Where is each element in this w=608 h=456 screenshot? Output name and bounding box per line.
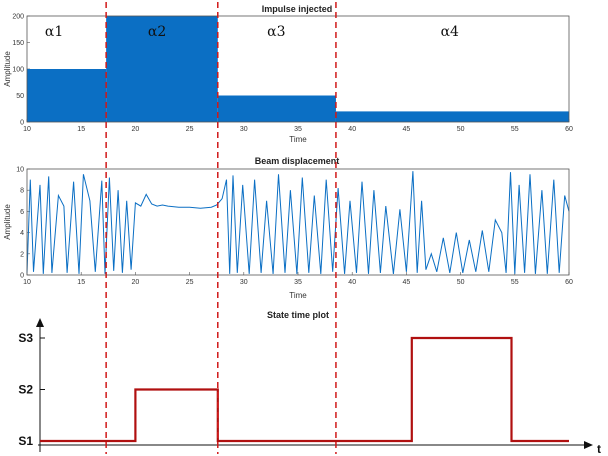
beam-ytick-label: 4 <box>20 230 24 237</box>
phase-boundaries <box>105 2 337 454</box>
beam-xtick-label: 50 <box>457 279 465 286</box>
impulse-frame <box>26 15 570 123</box>
impulse-xtick-label: 20 <box>132 126 140 133</box>
beam-xtick-label: 20 <box>132 279 140 286</box>
state-series-line <box>40 336 569 443</box>
beam-xtick-label: 30 <box>240 279 248 286</box>
impulse-xtick-label: 25 <box>186 126 194 133</box>
beam-xtick-label: 25 <box>186 279 194 286</box>
state-x-arrow <box>584 441 593 449</box>
state-ytick-label: S3 <box>18 331 33 345</box>
beam-ticks: 10 15 20 25 30 35 40 45 50 55 60 0 2 4 6 8 10 <box>16 167 573 287</box>
impulse-ytick-label: 100 <box>12 67 24 74</box>
beam-title: Beam displacement <box>255 156 340 166</box>
state-ytick-label: S1 <box>18 434 33 448</box>
impulse-xtick-label: 10 <box>23 126 31 133</box>
region-label: α3 <box>267 24 285 40</box>
beam-xtick-label: 35 <box>294 279 302 286</box>
impulse-bar <box>335 111 569 122</box>
impulse-ylabel: Amplitude <box>3 51 12 87</box>
beam-panel: Beam displacement 10 15 20 25 30 35 40 45 50 55 60… <box>3 156 573 300</box>
impulse-xtick-label: 40 <box>348 126 356 133</box>
beam-series-line <box>26 171 570 274</box>
beam-frame <box>26 168 570 276</box>
state-ticks: S1 S2 S3 <box>18 331 45 448</box>
impulse-bars <box>27 16 569 122</box>
beam-ytick-label: 2 <box>20 251 24 258</box>
region-label: α1 <box>45 24 63 40</box>
beam-ylabel: Amplitude <box>3 204 12 240</box>
state-panel: State time plot S1 S2 S3 t <box>18 310 601 456</box>
impulse-panel: Impulse injected 10 15 20 25 30 35 40 45 50 55 60 0… <box>3 4 573 144</box>
beam-xlabel: Time <box>289 291 307 300</box>
beam-ytick-label: 8 <box>20 188 24 195</box>
impulse-xtick-label: 15 <box>77 126 85 133</box>
beam-ytick-label: 0 <box>20 273 24 280</box>
region-label: α2 <box>148 24 166 40</box>
state-ytick-label: S2 <box>18 383 33 397</box>
impulse-ytick-label: 200 <box>12 14 24 21</box>
beam-xtick-label: 15 <box>77 279 85 286</box>
impulse-regions: α1 α2 α3 α4 <box>45 24 459 40</box>
beam-xtick-label: 40 <box>348 279 356 286</box>
impulse-ytick-label: 50 <box>16 93 24 100</box>
state-y-arrow <box>36 318 44 327</box>
impulse-xtick-label: 35 <box>294 126 302 133</box>
impulse-title: Impulse injected <box>262 4 333 14</box>
region-label: α4 <box>441 24 459 40</box>
beam-ytick-label: 6 <box>20 209 24 216</box>
impulse-bar <box>106 16 218 122</box>
impulse-bar <box>217 95 336 122</box>
beam-ytick-label: 10 <box>16 167 24 174</box>
impulse-xtick-label: 55 <box>511 126 519 133</box>
impulse-xtick-label: 60 <box>565 126 573 133</box>
impulse-xtick-label: 50 <box>457 126 465 133</box>
impulse-bar <box>27 69 107 122</box>
impulse-ytick-label: 0 <box>20 120 24 127</box>
beam-xtick-label: 55 <box>511 279 519 286</box>
beam-xtick-label: 10 <box>23 279 31 286</box>
state-xlabel: t <box>597 442 601 456</box>
impulse-xtick-label: 45 <box>403 126 411 133</box>
impulse-ytick-label: 150 <box>12 40 24 47</box>
impulse-xlabel: Time <box>289 135 307 144</box>
beam-xtick-label: 60 <box>565 279 573 286</box>
beam-xtick-label: 45 <box>403 279 411 286</box>
state-title: State time plot <box>267 310 329 320</box>
impulse-xtick-label: 30 <box>240 126 248 133</box>
